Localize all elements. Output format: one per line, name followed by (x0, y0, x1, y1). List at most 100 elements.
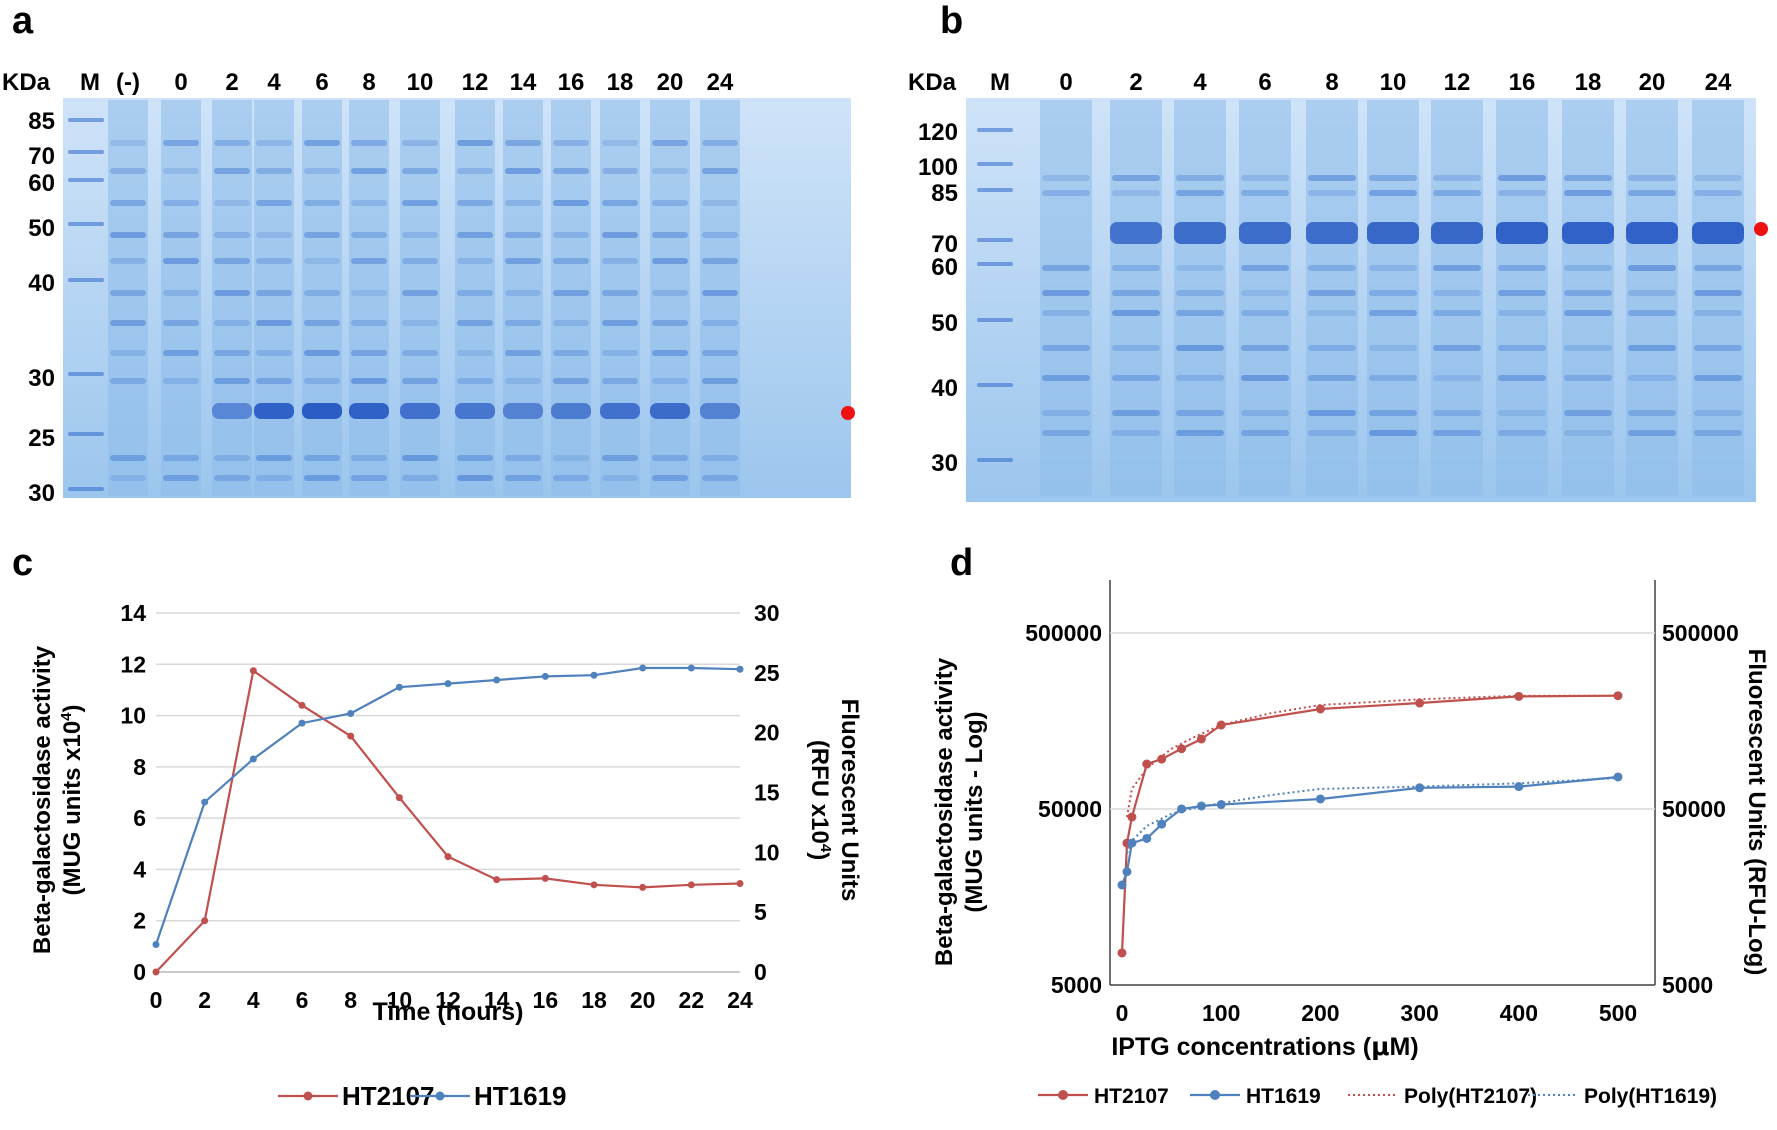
gel-band (256, 320, 292, 326)
gel-band (1112, 310, 1160, 316)
gel-band (304, 378, 340, 384)
gel-band (1112, 190, 1160, 196)
data-point-HT2107 (590, 881, 598, 889)
gel-band (1308, 430, 1356, 436)
lane-label-a: 8 (362, 69, 375, 96)
panel-a-letter: a (12, 0, 34, 42)
gel-band (163, 140, 199, 146)
gel-band (304, 200, 340, 206)
data-point-HT1619 (1157, 819, 1167, 829)
gel-band (256, 350, 292, 356)
gel-band (602, 200, 638, 206)
gel-band (553, 475, 589, 481)
gel-band (402, 232, 438, 238)
gel-band (304, 290, 340, 296)
gel-band (1176, 265, 1224, 271)
x-tick-label: 6 (296, 987, 309, 1013)
data-point-HT1619 (1142, 833, 1152, 843)
overexpressed-band (254, 403, 294, 419)
panel-b-kda-label: KDa (908, 69, 957, 96)
data-point-HT2107 (1415, 698, 1425, 708)
gel-band (1498, 430, 1546, 436)
gel-lane (1562, 100, 1614, 496)
mw-label-b: 85 (931, 180, 958, 207)
gel-band (214, 475, 250, 481)
x-tick-label: 10 (387, 987, 413, 1013)
marker-band (68, 178, 104, 182)
data-point-HT1619 (249, 755, 257, 763)
gel-band (163, 350, 199, 356)
gel-band (110, 290, 146, 296)
trendline-Poly(HT1619) (1126, 777, 1619, 854)
gel-band (304, 475, 340, 481)
y-left-tick-label: 6 (133, 805, 146, 831)
gel-band (1042, 265, 1090, 271)
mw-label-a: 60 (28, 170, 55, 197)
marker-band (68, 150, 104, 154)
marker-band (977, 458, 1013, 462)
gel-band (602, 378, 638, 384)
lane-label-a: 10 (407, 69, 434, 96)
data-point-HT2107 (1142, 759, 1152, 769)
gel-band (553, 258, 589, 264)
marker-band (977, 238, 1013, 242)
panel-a-lane-labels: (-) 0 2 4 6 8 10 12 14 16 18 20 24 (116, 69, 734, 96)
chart-c-legend: HT2107 HT1619 (278, 1081, 567, 1111)
marker-band (68, 432, 104, 436)
lane-label-a: 6 (315, 69, 328, 96)
data-point-HT2107 (493, 876, 501, 884)
data-point-HT1619 (687, 664, 695, 672)
gel-band (652, 320, 688, 326)
gel-band (351, 232, 387, 238)
lane-label-b: 4 (1193, 69, 1207, 96)
gel-band (1564, 175, 1612, 181)
data-point-HT2107 (687, 881, 695, 889)
y-right-tick-label: 50000 (1662, 796, 1726, 822)
gel-band (1369, 410, 1417, 416)
data-point-HT2107 (1177, 744, 1187, 754)
gel-band (402, 378, 438, 384)
overexpressed-band (1562, 222, 1614, 244)
lane-label-a: 16 (558, 69, 585, 96)
marker-band (68, 118, 104, 122)
data-point-HT2107 (249, 667, 257, 675)
marker-band (68, 278, 104, 282)
gel-band (1498, 290, 1546, 296)
panel-a-gel-bands (68, 100, 740, 496)
overexpressed-band (1239, 222, 1291, 244)
gel-band (1176, 190, 1224, 196)
data-point-HT2107 (1117, 948, 1127, 958)
gel-band (1433, 375, 1481, 381)
data-point-HT1619 (395, 683, 403, 691)
overexpressed-band (1496, 222, 1548, 244)
gel-lane (455, 100, 495, 496)
x-tick-label: 22 (679, 987, 705, 1013)
gel-band (702, 290, 738, 296)
y-left-tick-label: 5000 (1051, 972, 1102, 998)
gel-band (602, 475, 638, 481)
gel-band (1241, 375, 1289, 381)
legend-label: HT1619 (474, 1081, 567, 1111)
gel-band (402, 140, 438, 146)
gel-band (702, 378, 738, 384)
gel-band (1369, 265, 1417, 271)
data-point-HT2107 (1127, 812, 1137, 822)
gel-band (402, 200, 438, 206)
data-point-HT1619 (444, 680, 452, 688)
gel-lane (1626, 100, 1678, 496)
gel-band (214, 290, 250, 296)
gel-band (1112, 375, 1160, 381)
gel-band (351, 378, 387, 384)
lane-label-b: 24 (1705, 69, 1732, 96)
gel-band (1176, 375, 1224, 381)
overexpressed-band (551, 403, 591, 419)
gel-lane (1110, 100, 1162, 496)
gel-band (1112, 265, 1160, 271)
marker-band (977, 128, 1013, 132)
gel-band (652, 378, 688, 384)
data-point-HT1619 (1117, 880, 1127, 890)
chart-c-ylabel-left-line2: (MUG units x104) (58, 704, 86, 895)
x-tick-label: 8 (344, 987, 357, 1013)
gel-lane (1431, 100, 1483, 496)
